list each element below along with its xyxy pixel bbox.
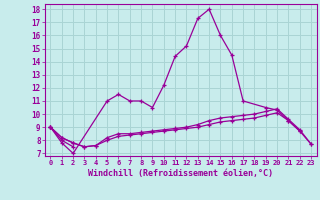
- X-axis label: Windchill (Refroidissement éolien,°C): Windchill (Refroidissement éolien,°C): [88, 169, 273, 178]
